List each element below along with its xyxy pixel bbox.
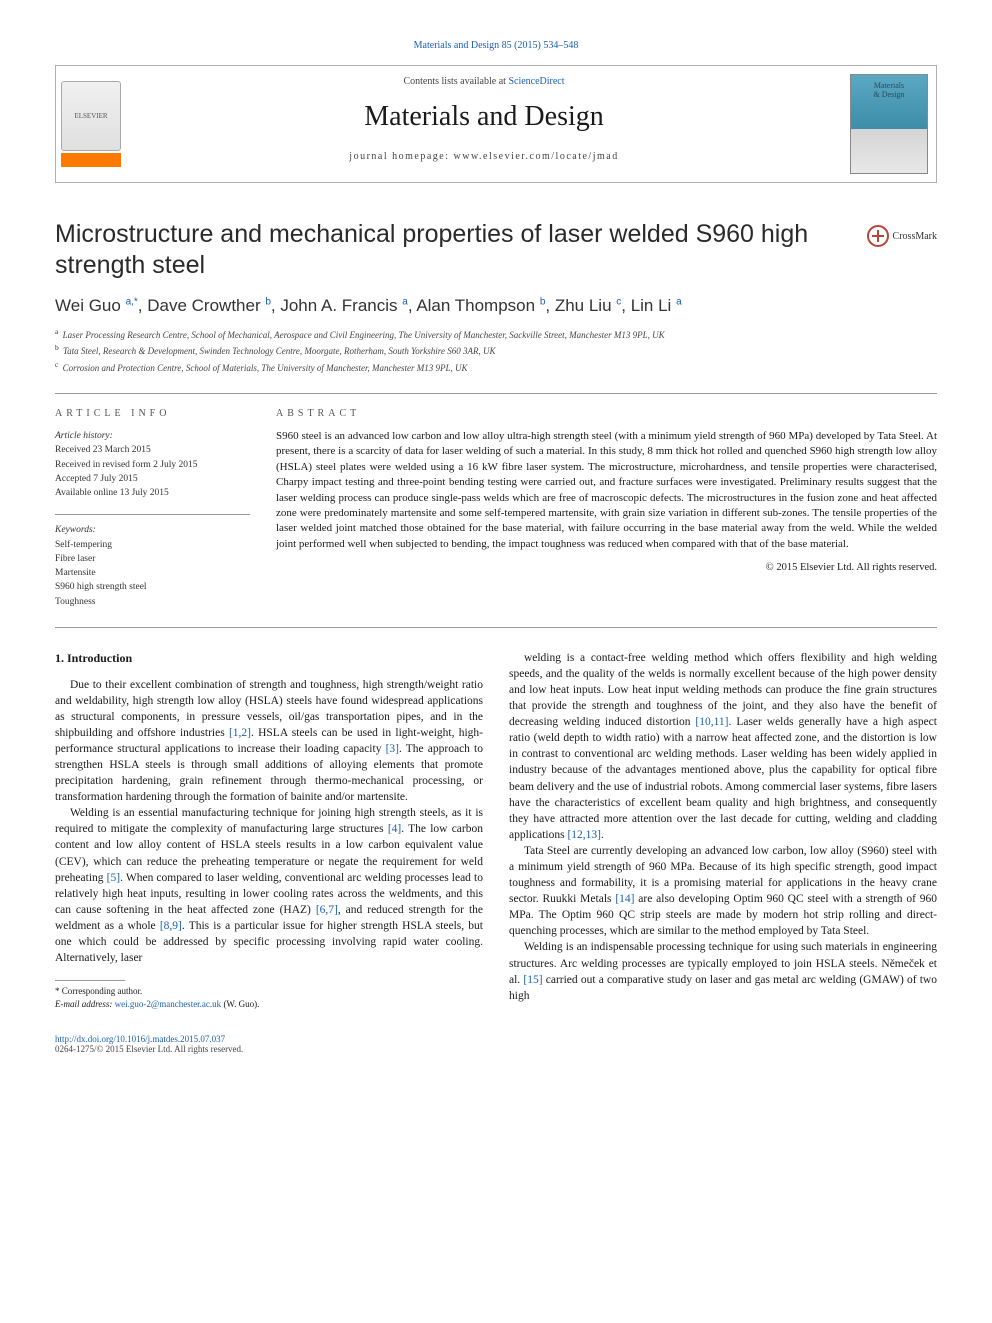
keyword: Fibre laser [55,554,95,564]
body-left-column: 1. Introduction Due to their excellent c… [55,650,483,1011]
article-info-heading: article info [55,408,250,419]
cover-line1: Materials [874,81,904,90]
history-line: Accepted 7 July 2015 [55,474,138,484]
keywords-block: Keywords: Self-tempering Fibre laser Marte… [55,523,250,609]
citation-ref[interactable]: [3] [386,743,399,755]
body-paragraph: Welding is an essential manufacturing te… [55,805,483,966]
page-footer: http://dx.doi.org/10.1016/j.matdes.2015.… [55,1034,937,1054]
email-label: E-mail address: [55,999,112,1009]
citation-ref[interactable]: [4] [388,823,401,835]
history-line: Received in revised form 2 July 2015 [55,460,197,470]
body-paragraph: Tata Steel are currently developing an a… [509,843,937,940]
sciencedirect-link[interactable]: ScienceDirect [508,76,564,87]
corr-email-name: (W. Guo). [223,999,259,1009]
journal-homepage-line: journal homepage: www.elsevier.com/locat… [126,151,842,162]
issn-copyright-line: 0264-1275/© 2015 Elsevier Ltd. All right… [55,1044,243,1054]
keyword: Self-tempering [55,540,112,550]
journal-header: ELSEVIER Contents lists available at Sci… [55,65,937,183]
corr-author-label: * Corresponding author. [55,985,483,998]
journal-title: Materials and Design [126,101,842,133]
history-label: Article history: [55,431,113,441]
keyword: Martensite [55,568,96,578]
rule-above-info [55,393,937,394]
citation-ref[interactable]: [10,11] [695,716,728,728]
homepage-url[interactable]: www.elsevier.com/locate/jmad [454,151,619,162]
citation-ref[interactable]: [12,13] [567,829,601,841]
abstract-column: abstract S960 steel is an advanced low c… [276,408,937,609]
contents-lists-line: Contents lists available at ScienceDirec… [126,76,842,87]
keywords-label: Keywords: [55,525,96,535]
abstract-copyright: © 2015 Elsevier Ltd. All rights reserved… [276,562,937,573]
footnote-separator [55,980,125,981]
body-right-column: welding is a contact-free welding method… [509,650,937,1011]
citation-ref[interactable]: [8,9] [160,920,182,932]
contents-prefix: Contents lists available at [403,76,508,87]
history-line: Available online 13 July 2015 [55,488,169,498]
article-info-column: article info Article history: Received 2… [55,408,250,609]
abstract-heading: abstract [276,408,937,419]
body-paragraph: Welding is an indispensable processing t… [509,939,937,1003]
citation-ref[interactable]: [1,2] [229,727,251,739]
crossmark-icon [867,225,889,247]
elsevier-orange-bar [61,153,121,167]
authors-line: Wei Guo a,*, Dave Crowther b, John A. Fr… [55,296,937,316]
corr-email-link[interactable]: wei.guo-2@manchester.ac.uk [115,999,222,1009]
affiliations-block: a Laser Processing Research Centre, Scho… [55,326,937,376]
doi-link[interactable]: http://dx.doi.org/10.1016/j.matdes.2015.… [55,1034,225,1044]
affiliation-line: a Laser Processing Research Centre, Scho… [55,326,937,343]
section-1-heading: 1. Introduction [55,650,483,667]
history-line: Received 23 March 2015 [55,445,151,455]
journal-cover-thumbnail: Materials & Design [850,74,928,174]
rule-info-mid [55,514,250,515]
top-citation[interactable]: Materials and Design 85 (2015) 534–548 [55,40,937,51]
elsevier-logo: ELSEVIER [56,66,126,182]
cover-line2: & Design [874,90,905,99]
abstract-text: S960 steel is an advanced low carbon and… [276,429,937,552]
body-two-columns: 1. Introduction Due to their excellent c… [55,650,937,1011]
affiliation-line: b Tata Steel, Research & Development, Sw… [55,342,937,359]
citation-ref[interactable]: [15] [523,974,542,986]
affiliation-line: c Corrosion and Protection Centre, Schoo… [55,359,937,376]
keyword: S960 high strength steel [55,582,147,592]
crossmark-label: CrossMark [893,231,937,242]
citation-ref[interactable]: [6,7] [316,904,338,916]
elsevier-tree-icon: ELSEVIER [61,81,121,151]
keyword: Toughness [55,597,96,607]
article-history: Article history: Received 23 March 2015 R… [55,429,250,500]
body-paragraph: Due to their excellent combination of st… [55,677,483,806]
article-title: Microstructure and mechanical properties… [55,219,847,282]
rule-below-abstract [55,627,937,628]
header-center: Contents lists available at ScienceDirec… [126,66,842,182]
body-paragraph: welding is a contact-free welding method… [509,650,937,843]
citation-ref[interactable]: [14] [615,893,634,905]
crossmark-badge[interactable]: CrossMark [867,225,937,247]
corresponding-author-footnote: * Corresponding author. E-mail address: … [55,985,483,1010]
citation-ref[interactable]: [5] [107,872,120,884]
homepage-prefix: journal homepage: [349,151,453,162]
